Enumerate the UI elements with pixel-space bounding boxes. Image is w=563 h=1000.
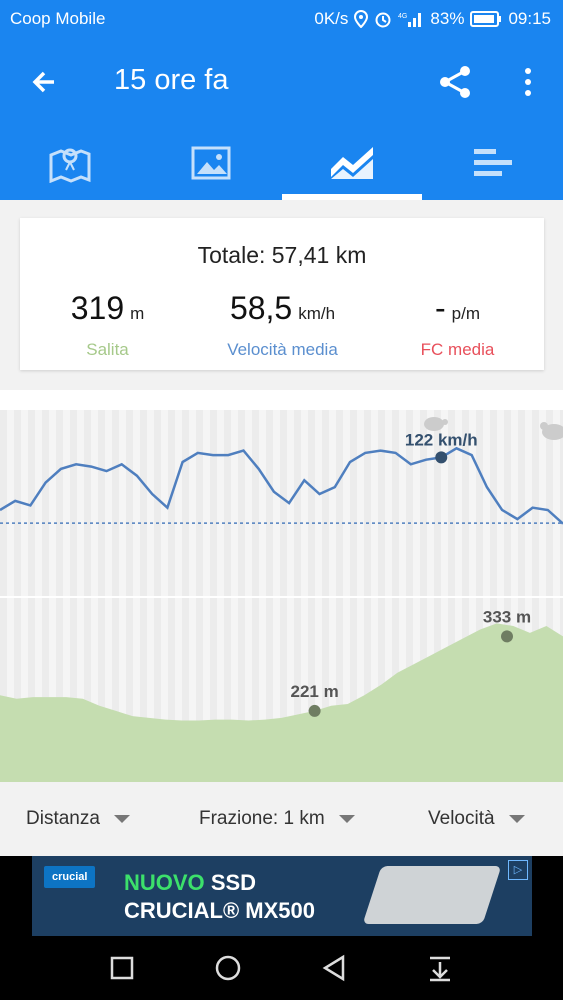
signal-icon: 4G <box>398 13 422 27</box>
tab-bar <box>0 126 563 200</box>
stat-heart-rate: - p/m FC media <box>370 290 545 359</box>
max-elevation-label: 333 m <box>483 607 531 626</box>
triangle-icon[interactable] <box>316 950 352 986</box>
activity-chart[interactable]: 221 m 333 m 122 km/h <box>0 410 563 782</box>
metric-selector[interactable]: Velocità <box>428 808 525 830</box>
download-icon[interactable] <box>422 950 458 986</box>
share-icon[interactable] <box>436 62 476 102</box>
x-axis-label: Distanza <box>26 808 100 829</box>
stat-speed: 58,5 km/h Velocità media <box>195 290 370 359</box>
heart-rate-label: FC media <box>420 340 495 359</box>
ad-headline: SSD <box>210 870 257 895</box>
image-icon <box>191 146 231 180</box>
speed-value: 58,5 <box>229 290 293 326</box>
max-speed-label: 122 km/h <box>405 430 478 449</box>
carrier-name: Coop Mobile <box>10 9 106 28</box>
min-elevation-label: 221 m <box>291 682 339 701</box>
status-bar: Coop Mobile 0K/s 4G 83% 09:15 <box>0 0 563 38</box>
chevron-down-icon <box>338 815 355 823</box>
chart-icon <box>331 147 373 179</box>
tab-map[interactable] <box>0 126 140 200</box>
ascent-unit: m <box>130 304 145 323</box>
map-icon <box>49 148 91 183</box>
bars-icon <box>474 149 512 176</box>
app-bar: 15 ore fa <box>0 38 563 126</box>
ad-subheadline: CRUCIAL® MX500 <box>124 898 316 923</box>
tab-photos[interactable] <box>141 126 281 200</box>
square-icon[interactable] <box>104 950 140 986</box>
svg-text:4G: 4G <box>398 13 407 20</box>
x-axis-selector[interactable]: Distanza <box>26 808 130 830</box>
tab-charts[interactable] <box>282 126 422 200</box>
ad-banner[interactable]: crucial NUOVO SSD CRUCIAL® MX500 ▷ <box>0 856 563 936</box>
back-arrow-icon[interactable] <box>24 62 64 102</box>
stat-ascent: 319 m Salita <box>20 290 195 359</box>
ssd-product-image <box>362 866 502 924</box>
ascent-label: Salita <box>86 340 129 359</box>
elevation-area <box>0 623 563 782</box>
max-elevation-point <box>501 630 513 643</box>
speed-series-line <box>0 446 563 525</box>
speed-unit: km/h <box>298 304 336 323</box>
turtle-icon <box>424 417 448 431</box>
more-options-icon[interactable] <box>510 62 546 102</box>
active-tab-indicator <box>282 194 422 200</box>
page-title: 15 ore fa <box>114 64 229 96</box>
circle-icon[interactable] <box>210 950 246 986</box>
metric-label: Velocità <box>428 808 495 829</box>
chart-controls: Distanza Frazione: 1 km Velocità <box>0 782 563 856</box>
summary-card: Totale: 57,41 km 319 m Salita 58,5 km/h Ve… <box>20 218 544 370</box>
speed-chart: 122 km/h <box>0 430 563 525</box>
clock: 09:15 <box>508 9 551 28</box>
heart-rate-unit: p/m <box>451 304 480 323</box>
ad-headline-accent: NUOVO <box>124 870 205 895</box>
ad-brand-logo: crucial <box>44 866 96 888</box>
heart-rate-value: - <box>435 290 446 326</box>
battery-percent: 83% <box>430 9 465 28</box>
chevron-down-icon <box>508 815 525 823</box>
ascent-value: 319 <box>70 290 125 326</box>
alarm-icon <box>375 12 391 28</box>
network-speed: 0K/s <box>314 9 349 28</box>
battery-icon <box>470 11 502 27</box>
split-selector[interactable]: Frazione: 1 km <box>199 808 355 830</box>
speed-label: Velocità media <box>227 340 338 359</box>
elevation-chart: 221 m 333 m <box>0 607 563 782</box>
max-speed-point <box>435 451 448 464</box>
system-nav-bar <box>0 936 563 1000</box>
hare-icon <box>540 422 563 440</box>
min-elevation-point <box>308 704 321 717</box>
total-distance: Totale: 57,41 km <box>197 242 367 268</box>
location-icon <box>354 10 369 28</box>
split-label: Frazione: 1 km <box>199 808 325 829</box>
ad-info-icon[interactable]: ▷ <box>508 860 528 880</box>
chevron-down-icon <box>113 815 130 823</box>
tab-laps[interactable] <box>423 126 563 200</box>
